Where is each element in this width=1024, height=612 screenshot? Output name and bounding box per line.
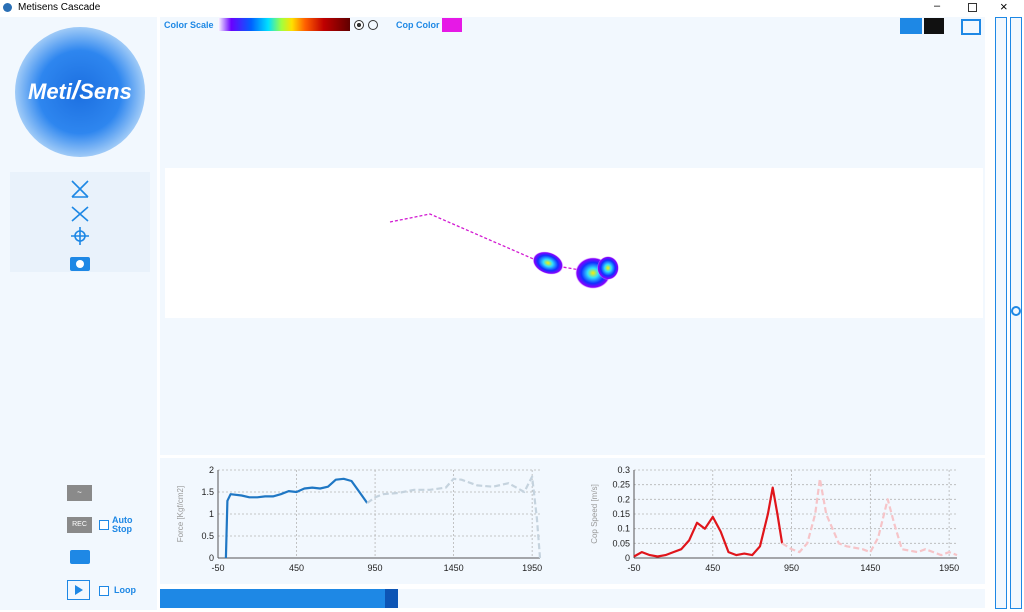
y-tick-label: 2: [209, 465, 214, 475]
y-tick-label: 0.05: [612, 538, 630, 548]
cop-color-label: Cop Color: [396, 20, 440, 30]
series-line: [633, 486, 784, 558]
x-tick-label: 1950: [939, 563, 959, 573]
y-tick-label: 0: [209, 553, 214, 563]
scale-radio-1[interactable]: [354, 20, 364, 30]
chart-panel: [160, 458, 985, 584]
cop-color-swatch[interactable]: [442, 18, 462, 32]
open-folder-button[interactable]: [70, 550, 90, 564]
x-tick-label: 950: [368, 563, 383, 573]
minimize-button[interactable]: –: [934, 0, 941, 12]
progress-fill: [160, 589, 385, 608]
progress-track: [160, 589, 985, 608]
y-axis-label: Force [Kgf/cm2]: [176, 486, 185, 542]
x-tick-label: 1450: [444, 563, 464, 573]
close-button[interactable]: ×: [1000, 0, 1008, 14]
y-tick-label: 0.2: [617, 494, 630, 504]
series-line: [781, 477, 958, 557]
icon-target[interactable]: [71, 227, 89, 245]
y-tick-label: 0.1: [617, 524, 630, 534]
logo-text: Meti/Sens: [28, 75, 132, 106]
color-scale-label: Color Scale: [164, 20, 214, 30]
logo-left: Meti: [28, 79, 72, 104]
y-tick-label: 0: [625, 553, 630, 563]
y-axis-label: Cop Speed [m/s]: [590, 484, 599, 544]
progress-thumb[interactable]: [385, 589, 398, 608]
x-tick-label: -50: [211, 563, 224, 573]
auto-stop-checkbox[interactable]: [99, 520, 109, 530]
x-tick-label: 1950: [522, 563, 542, 573]
app-icon: [3, 3, 12, 12]
play-button[interactable]: [67, 580, 90, 600]
x-tick-label: 450: [289, 563, 304, 573]
icon-cross[interactable]: [71, 206, 89, 222]
logo-bolt: /: [72, 75, 80, 105]
view-button-1[interactable]: [900, 18, 922, 34]
waveform-button[interactable]: ~: [67, 485, 92, 501]
logo-glow: [15, 27, 145, 157]
loop-checkbox[interactable]: [99, 586, 109, 596]
play-icon: [75, 585, 83, 595]
icon-clear[interactable]: [71, 180, 89, 198]
heat-blob: [532, 251, 564, 275]
y-tick-label: 1: [209, 509, 214, 519]
y-tick-label: 0.25: [612, 480, 630, 490]
x-tick-label: 950: [784, 563, 799, 573]
pressure-map-svg: [389, 213, 619, 289]
view-button-2[interactable]: [924, 18, 944, 34]
x-tick-label: 450: [705, 563, 720, 573]
cop-trace: [389, 213, 581, 271]
y-tick-label: 0.5: [201, 531, 214, 541]
heat-blob: [597, 256, 619, 280]
x-tick-label: -50: [627, 563, 640, 573]
y-tick-label: 0.3: [617, 465, 630, 475]
tool-icons: [70, 180, 90, 271]
fullscreen-button[interactable]: [961, 19, 981, 35]
pressure-view: Color Scale Cop Color: [160, 17, 985, 455]
icon-camera-lens: [76, 260, 84, 268]
settings-icon[interactable]: [1011, 306, 1021, 316]
scale-radio-2[interactable]: [368, 20, 378, 30]
y-tick-label: 0.15: [612, 509, 630, 519]
loop-label: Loop: [114, 585, 136, 595]
x-tick-label: 1450: [860, 563, 880, 573]
logo-right: Sens: [79, 79, 132, 104]
auto-stop-label: Auto Stop: [112, 515, 133, 534]
window-title: Metisens Cascade: [18, 2, 101, 13]
icon-target-ring: [74, 230, 86, 242]
y-tick-label: 1.5: [201, 487, 214, 497]
title-bar: Metisens Cascade – ×: [0, 0, 1024, 16]
series-line: [366, 475, 542, 559]
series-line: [224, 477, 369, 559]
rec-button[interactable]: REC: [67, 517, 92, 533]
color-scale-bar: [218, 18, 350, 31]
left-panel: Meti/Sens ~ REC Auto Stop Loop: [0, 17, 157, 610]
pressure-map: [165, 168, 983, 318]
restore-button[interactable]: [968, 3, 977, 12]
side-bar-1[interactable]: [995, 17, 1007, 609]
